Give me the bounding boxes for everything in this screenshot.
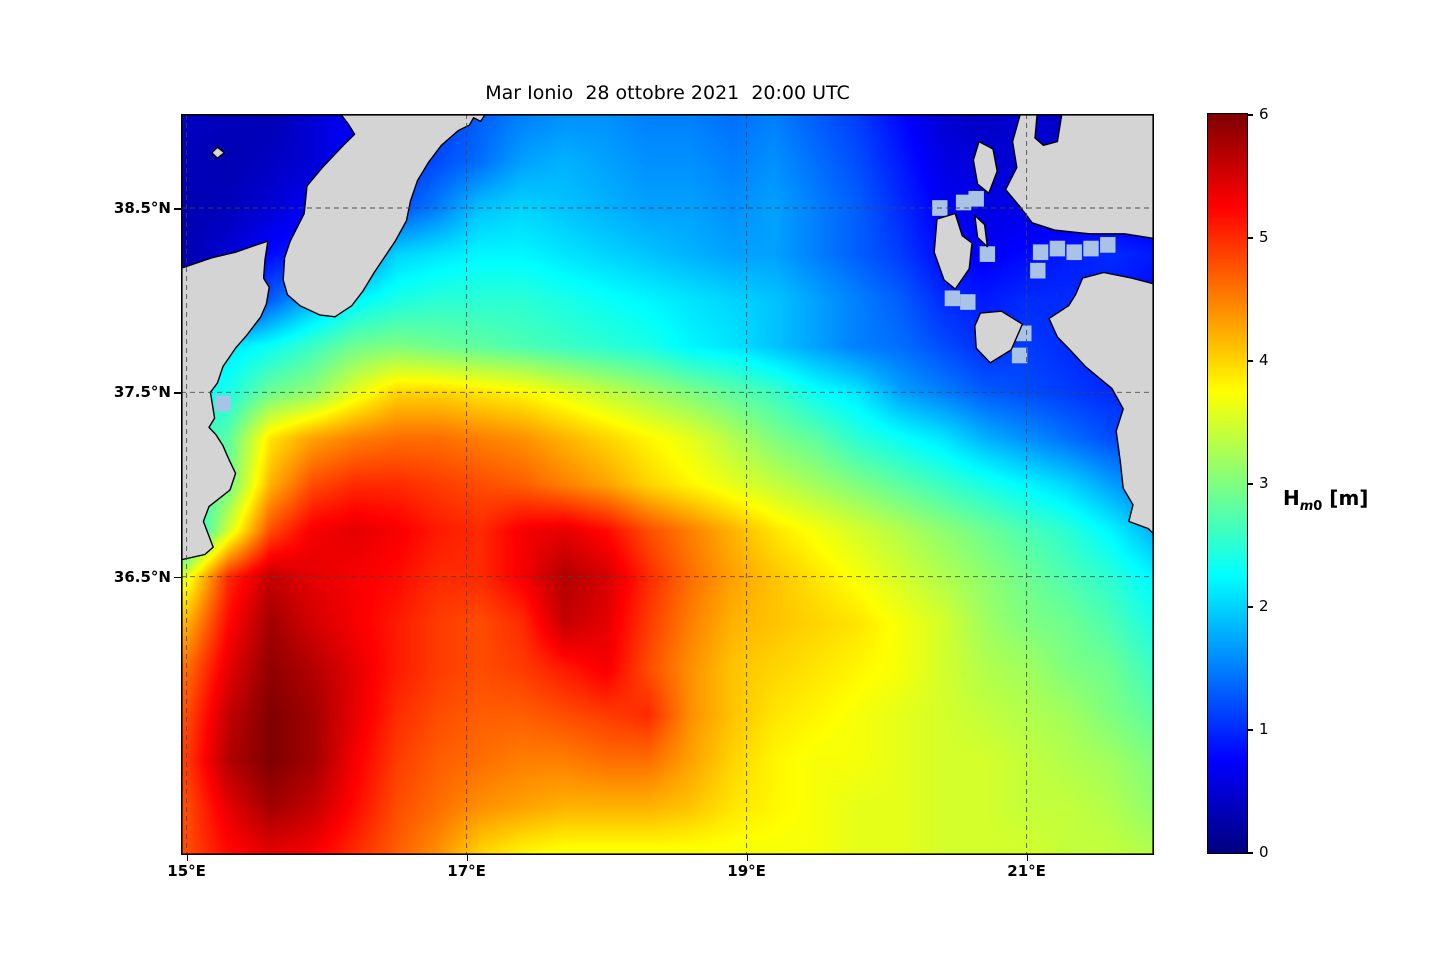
colorbar-tick-label: 1 [1259,720,1269,738]
shallow-mask-cell [1100,237,1116,253]
map-overlay [181,114,1154,855]
land-epirus-akarnania [1004,114,1154,240]
shallow-mask-cell [968,190,984,207]
colorbar-subscript-0: 0 [1313,499,1323,514]
x-tick-label: 15°E [167,862,206,880]
y-tick-label: 37.5°N [113,383,171,402]
shallow-mask-cell [1032,244,1049,261]
y-tick-mark [174,576,181,579]
land-kefalonia [933,212,973,290]
y-tick-label: 36.5°N [113,567,171,586]
colorbar-symbol: H [1283,486,1300,510]
plot-border [181,114,1154,855]
colorbar-tick-mark [1247,852,1253,854]
colorbar-tick-mark [1247,360,1253,362]
x-tick-mark [1026,855,1029,861]
colorbar-tick-label: 2 [1259,597,1269,615]
colorbar-tick-label: 6 [1259,105,1269,123]
shallow-mask-cell [215,395,231,412]
x-tick-mark [186,855,189,861]
land-peloponnese [1048,271,1154,536]
shallow-mask-cell [944,290,961,307]
x-tick-mark [746,855,749,861]
x-tick-label: 17°E [447,862,486,880]
colorbar-tick-mark [1247,606,1253,608]
land-calabria [282,114,487,318]
land-aeolian-islet [211,146,226,159]
shallow-mask-cell [1030,262,1046,279]
land-lefkada [972,140,998,195]
colorbar-tick-mark [1247,237,1253,239]
shallow-mask-cell [960,294,976,310]
colorbar-tick-label: 0 [1259,843,1269,861]
land-zakynthos [974,310,1024,364]
colorbar-tick-label: 4 [1259,351,1269,369]
shallow-mask-cell [1083,240,1099,257]
colorbar-subscript-m: m [1299,499,1314,514]
colorbar [1207,113,1248,854]
colorbar-tick-mark [1247,114,1253,116]
colorbar-label: Hm0 [m] [1283,486,1368,514]
colorbar-unit: [m] [1322,486,1369,510]
shallow-mask-cell [1011,347,1028,364]
x-tick-label: 21°E [1007,862,1046,880]
y-tick-label: 38.5°N [113,199,171,217]
shallow-mask-cell [955,194,972,211]
colorbar-tick-mark [1247,729,1253,731]
plot-title: Mar Ionio 28 ottobre 2021 20:00 UTC [485,82,850,104]
land-ithaca [974,214,989,248]
shallow-mask-cell [1066,244,1082,261]
x-tick-label: 19°E [727,862,766,880]
colorbar-tick-label: 5 [1259,228,1269,246]
shallow-mask-cell [1049,240,1066,257]
y-tick-mark [174,392,181,394]
colorbar-tick-label: 3 [1259,474,1269,492]
colorbar-tick-mark [1247,483,1253,485]
land-sicily [181,240,270,561]
y-tick-mark [174,208,181,210]
x-tick-mark [466,855,469,861]
shallow-mask-cell [979,246,996,262]
